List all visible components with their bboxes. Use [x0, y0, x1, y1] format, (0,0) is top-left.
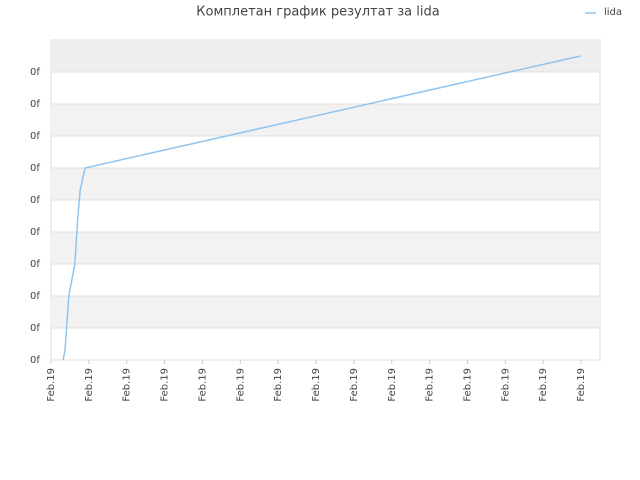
x-tick-label: Feb.19	[576, 368, 587, 402]
x-tick-label: Feb.19	[538, 368, 549, 402]
x-tick-label: Feb.19	[387, 368, 398, 402]
x-tick-label: Feb.19	[197, 368, 208, 402]
y-tick-label: 0f	[30, 163, 40, 174]
y-tick-label: 0f	[30, 355, 40, 366]
y-tick-label: 0f	[30, 99, 40, 110]
x-tick-label: Feb.19	[273, 368, 284, 402]
x-tick-label: Feb.19	[46, 368, 57, 402]
x-tick-label: Feb.19	[84, 368, 95, 402]
grid-band	[51, 40, 600, 72]
grid-band	[51, 232, 600, 264]
x-tick-label: Feb.19	[235, 368, 246, 402]
y-tick-label: 0f	[30, 259, 40, 270]
x-tick-label: Feb.19	[311, 368, 322, 402]
chart-title: Комплетан график резултат за lida	[196, 5, 439, 20]
legend-label: lida	[604, 7, 622, 18]
x-tick-label: Feb.19	[462, 368, 473, 402]
grid-band	[51, 104, 600, 136]
x-tick-label: Feb.19	[425, 368, 436, 402]
x-tick-label: Feb.19	[500, 368, 511, 402]
y-tick-label: 0f	[30, 67, 40, 78]
y-tick-label: 0f	[30, 227, 40, 238]
y-tick-label: 0f	[30, 323, 40, 334]
x-tick-label: Feb.19	[122, 368, 133, 402]
grid-band	[51, 296, 600, 328]
x-tick-label: Feb.19	[160, 368, 171, 402]
grid-band	[51, 168, 600, 200]
y-tick-label: 0f	[30, 131, 40, 142]
data-line	[62, 55, 581, 361]
y-tick-label: 0f	[30, 291, 40, 302]
y-tick-label: 0f	[30, 195, 40, 206]
x-tick-label: Feb.19	[349, 368, 360, 402]
